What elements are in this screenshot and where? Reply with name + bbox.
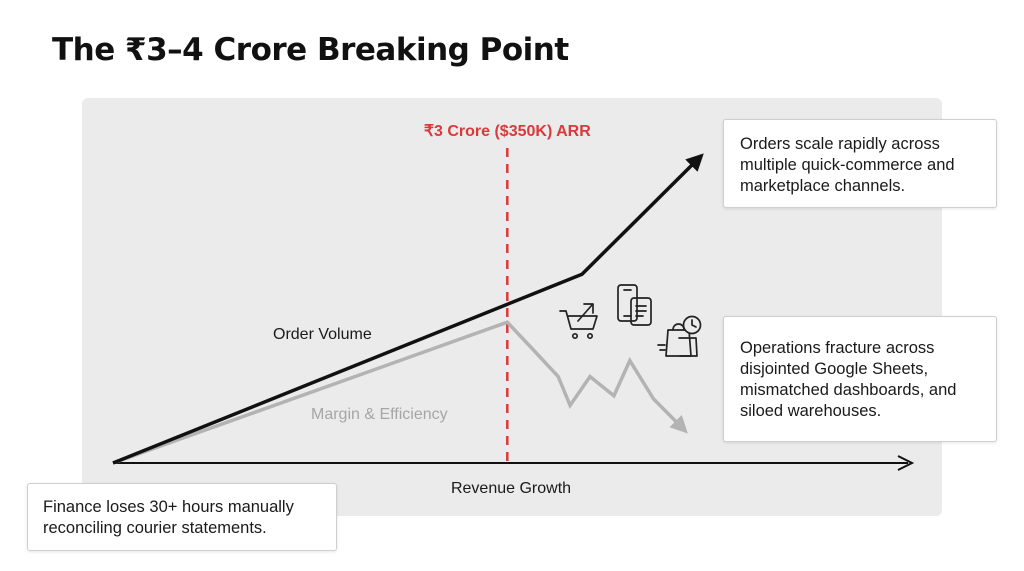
series-line-margin-efficiency — [112, 320, 688, 465]
callout-operations-fracture: Operations fracture across disjointed Go… — [723, 316, 997, 442]
series-label-margin-efficiency: Margin & Efficiency — [311, 406, 448, 423]
shopping-bags-clock-icon — [657, 315, 702, 357]
callout-line: disjointed Google Sheets, — [740, 360, 929, 378]
series-line-order-volume — [112, 153, 704, 465]
callout-line: marketplace channels. — [740, 177, 906, 195]
callout-line: mismatched dashboards, and — [740, 381, 957, 399]
x-axis-arrowhead — [897, 455, 915, 471]
shopping-cart-icon — [559, 303, 598, 340]
callout-line: reconciling courier statements. — [43, 519, 267, 537]
callout-order-scaling: Orders scale rapidly across multiple qui… — [723, 119, 997, 208]
callout-line: Finance loses 30+ hours manually — [43, 498, 294, 516]
callout-line: Orders scale rapidly across — [740, 135, 940, 153]
series-label-order-volume: Order Volume — [273, 326, 372, 343]
callout-line: siloed warehouses. — [740, 402, 882, 420]
callout-line: multiple quick-commerce and — [740, 156, 955, 174]
threshold-label: ₹3 Crore ($350K) ARR — [424, 123, 591, 140]
callout-finance-reconciliation: Finance loses 30+ hours manually reconci… — [27, 483, 337, 551]
x-axis-label: Revenue Growth — [451, 480, 571, 497]
mobile-devices-icon — [617, 284, 652, 326]
page-title: The ₹3–4 Crore Breaking Point — [52, 32, 569, 68]
callout-line: Operations fracture across — [740, 339, 935, 357]
